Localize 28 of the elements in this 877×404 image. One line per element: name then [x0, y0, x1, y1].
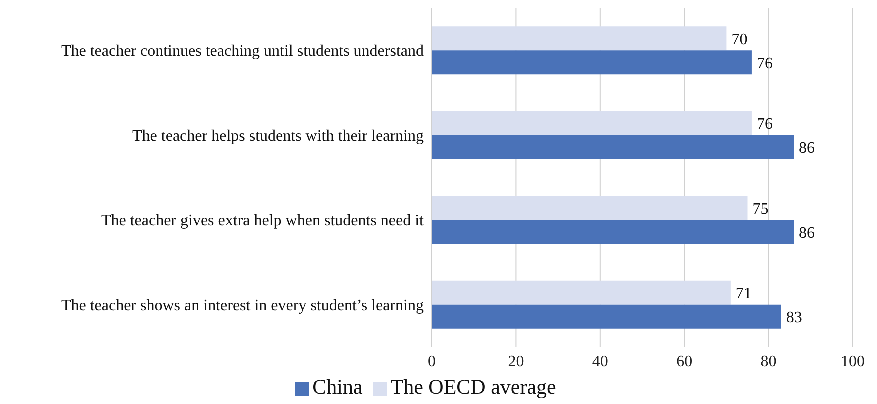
data-label: 70 — [732, 31, 748, 48]
x-tick-label: 100 — [841, 353, 865, 370]
bar — [432, 111, 752, 136]
bar — [432, 280, 731, 305]
bar — [432, 135, 794, 160]
legend-label: The OECD average — [390, 375, 556, 399]
x-tick-label: 60 — [676, 353, 693, 370]
x-tick-label: 80 — [760, 353, 777, 370]
y-tick-label: The teacher continues teaching until students understand — [61, 43, 424, 60]
x-tick-label: 40 — [592, 353, 608, 370]
data-label: 86 — [799, 140, 816, 158]
bar — [432, 26, 727, 51]
bar — [432, 196, 748, 220]
legend-label: China — [312, 375, 363, 399]
x-tick-label: 20 — [508, 353, 524, 370]
x-tick-label: 0 — [428, 353, 436, 370]
data-label: 76 — [756, 55, 773, 72]
data-label: 75 — [752, 200, 769, 218]
y-tick-label: The teacher gives extra help when students need it — [101, 212, 425, 230]
data-label: 83 — [786, 310, 802, 327]
bar — [432, 50, 752, 75]
data-label: 86 — [799, 224, 816, 242]
data-label: 71 — [736, 286, 752, 303]
bar — [432, 304, 782, 329]
y-tick-label: The teacher shows an interest in every student’s learning — [61, 297, 424, 314]
bar — [432, 220, 794, 244]
y-tick-label: The teacher helps students with their learning — [132, 128, 424, 145]
data-label: 76 — [756, 116, 773, 134]
